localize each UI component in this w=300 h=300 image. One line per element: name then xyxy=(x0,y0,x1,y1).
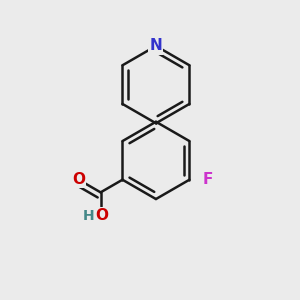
Text: O: O xyxy=(72,172,85,187)
Text: N: N xyxy=(150,38,162,53)
Text: O: O xyxy=(96,208,109,223)
Text: H: H xyxy=(82,209,94,223)
Text: F: F xyxy=(202,172,213,187)
